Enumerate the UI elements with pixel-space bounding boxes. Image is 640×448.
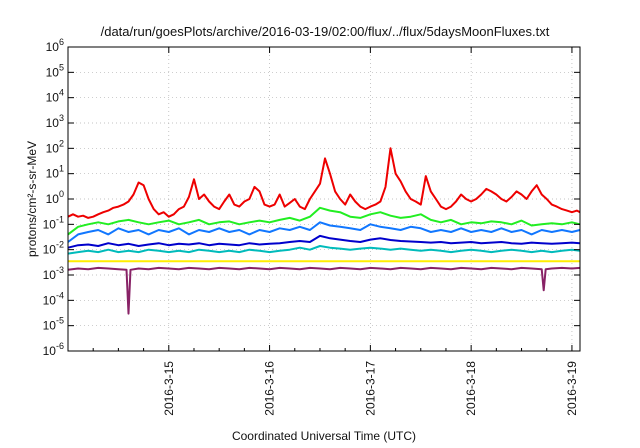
y-tick-label: 10-2 [43, 240, 64, 257]
series-line-5 [67, 245, 581, 255]
x-tick-label: 2016-3-18 [464, 361, 478, 416]
y-tick-label: 10-4 [43, 290, 64, 307]
x-axis-label: Coordinated Universal Time (UTC) [232, 429, 416, 443]
x-tick-label: 2016-3-19 [565, 361, 579, 416]
series-line-1 [67, 147, 581, 219]
y-tick-label: 10-6 [43, 341, 64, 358]
series-line-4 [67, 234, 581, 249]
x-tick-label: 2016-3-15 [162, 361, 176, 416]
y-tick-label: 103 [46, 113, 64, 130]
x-tick-label: 2016-3-16 [263, 361, 277, 416]
y-tick-label: 104 [46, 88, 64, 105]
y-tick-label: 102 [46, 138, 64, 155]
y-tick-label: 105 [46, 62, 64, 79]
y-tick-label: 10-1 [43, 214, 64, 231]
series-line-3 [67, 221, 581, 243]
y-tick-label: 101 [46, 164, 64, 181]
x-axis: 2016-3-15 2016-3-16 2016-3-17 2016-3-18 2016… [92, 47, 579, 416]
y-axis: 10-6 10-5 10-4 10-3 10-2 10-1 100 101 102 103 104 1… [43, 37, 580, 358]
y-tick-label: 10-5 [43, 316, 64, 333]
y-tick-label: 106 [46, 37, 64, 54]
y-axis-label: protons/cm²-s-sr-MeV [25, 141, 39, 257]
series-group [67, 147, 581, 315]
x-tick-label: 2016-3-17 [363, 361, 377, 416]
chart-title: /data/run/goesPlots/archive/2016-03-19/0… [101, 24, 550, 39]
series-line-7 [67, 266, 581, 315]
y-tick-label: 10-3 [43, 265, 64, 282]
series-line-2 [67, 206, 581, 236]
y-tick-label: 100 [46, 189, 64, 206]
